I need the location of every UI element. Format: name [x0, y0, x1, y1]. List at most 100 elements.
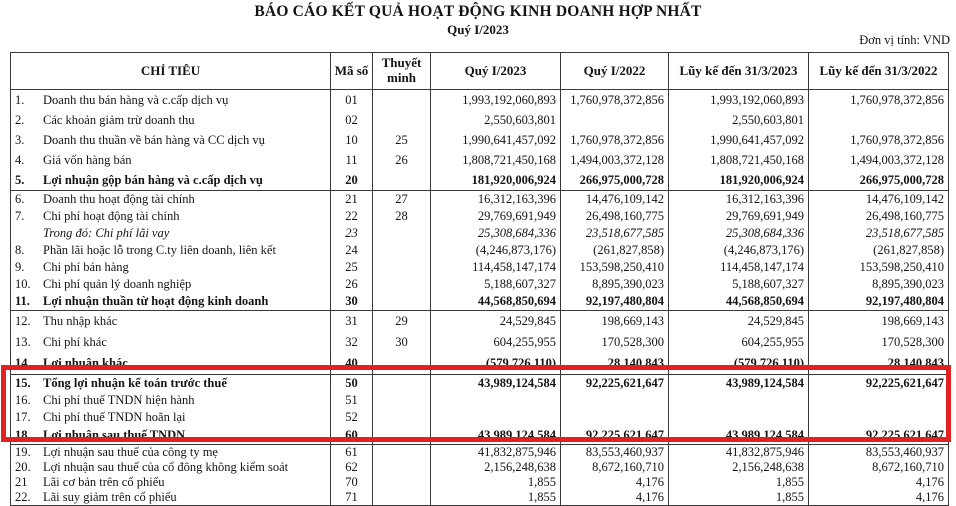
- row-label: Lợi nhuận sau thuế của cổ đông không kiể…: [43, 460, 289, 474]
- unit-note: Đơn vị tính: VND: [859, 33, 950, 47]
- row-label: Lãi cơ bản trên cổ phiếu: [43, 475, 165, 489]
- cell-note: [372, 460, 431, 475]
- cell-ytd-2022: 1,760,978,372,856: [808, 89, 949, 110]
- cell-label: 16. Chi phí thuế TNDN hiện hành: [10, 392, 331, 409]
- cell-q1-2022: 8,895,390,023: [560, 276, 669, 293]
- table-row: 15. Tổng lợi nhuận kế toán trước thuế 50 43…: [10, 374, 949, 392]
- row-label: Lợi nhuận thuần từ hoạt động kinh doanh: [43, 294, 269, 308]
- report-period: Quý I/2023: [447, 22, 509, 37]
- cell-q1-2023: 181,920,006,924: [430, 170, 561, 191]
- cell-label: 18. Lợi nhuận sau thuế TNDN: [10, 426, 331, 445]
- cell-ytd-2022: [808, 409, 949, 426]
- cell-note: 30: [372, 332, 431, 353]
- cell-ytd-2022: 153,598,250,410: [808, 259, 949, 276]
- cell-label: 10. Chi phí quản lý doanh nghiệp: [10, 276, 331, 293]
- table-row: 18. Lợi nhuận sau thuế TNDN 60 43,989,124,5…: [10, 426, 949, 445]
- cell-note: [372, 89, 431, 110]
- cell-code: 40: [330, 353, 373, 375]
- cell-note: [372, 110, 431, 130]
- cell-q1-2023: 24,529,845: [430, 310, 561, 332]
- table-row: 2. Các khoản giảm trừ doanh thu 02 2,550,60…: [10, 110, 949, 130]
- cell-code: 71: [330, 490, 373, 506]
- cell-q1-2022: 92,197,480,804: [560, 293, 669, 311]
- header-row: CHỈ TIÊU Mã số Thuyết minh Quý I/2023 Qu…: [10, 52, 949, 90]
- cell-q1-2022: 153,598,250,410: [560, 259, 669, 276]
- table-row: 20. Lợi nhuận sau thuế của cổ đông không …: [10, 460, 949, 475]
- row-label: Lợi nhuận sau thuế TNDN: [43, 427, 186, 442]
- cell-note: 29: [372, 310, 431, 332]
- cell-code: 30: [330, 293, 373, 311]
- cell-ytd-2023: 1,855: [668, 490, 809, 506]
- row-group-4: 15. Tổng lợi nhuận kế toán trước thuế 50 43…: [10, 374, 949, 445]
- cell-note: [372, 293, 431, 311]
- row-number: 1.: [15, 92, 25, 107]
- table-row: 3. Doanh thu thuần về bán hàng và CC dịch…: [10, 130, 949, 150]
- cell-ytd-2022: 4,176: [808, 490, 949, 506]
- table-row: 6. Doanh thu hoạt động tài chính 21 27 16,31…: [10, 190, 949, 208]
- cell-q1-2023: 604,255,955: [430, 332, 561, 353]
- cell-code: 70: [330, 475, 373, 490]
- table-row: 4. Giá vốn hàng bán 11 26 1,808,721,450,168 1…: [10, 150, 949, 170]
- cell-q1-2023: 43,989,124,584: [430, 374, 561, 392]
- cell-ytd-2023: 1,993,192,060,893: [668, 89, 809, 110]
- cell-ytd-2022: 83,553,460,937: [808, 444, 949, 460]
- table-row: 5. Lợi nhuận gộp bán hàng và c.cấp dịch v…: [10, 170, 949, 191]
- row-group-1: 1. Doanh thu bán hàng và c.cấp dịch vụ 01 1…: [10, 89, 949, 191]
- cell-q1-2023: 114,458,147,174: [430, 259, 561, 276]
- cell-q1-2022: 1,494,003,372,128: [560, 150, 669, 170]
- cell-q1-2023: 25,308,684,336: [430, 225, 561, 242]
- report-title: BÁO CÁO KẾT QUẢ HOẠT ĐỘNG KINH DOANH HỢP…: [254, 3, 702, 20]
- cell-ytd-2023: [668, 409, 809, 426]
- cell-ytd-2022: (261,827,858): [808, 242, 949, 259]
- cell-ytd-2023: 1,808,721,450,168: [668, 150, 809, 170]
- cell-code: 32: [330, 332, 373, 353]
- row-group-3: 12. Thu nhập khác 31 29 24,529,845 198,669,14…: [10, 310, 949, 375]
- cell-label: 21 Lãi cơ bản trên cổ phiếu: [10, 475, 331, 490]
- row-number: 22.: [15, 490, 31, 504]
- row-number: 18.: [15, 427, 31, 442]
- cell-q1-2023: 5,188,607,327: [430, 276, 561, 293]
- row-label: Chi phí hoạt động tài chính: [43, 209, 180, 223]
- cell-code: 51: [330, 392, 373, 409]
- cell-ytd-2023: 1,855: [668, 475, 809, 490]
- row-label: Lợi nhuận gộp bán hàng và c.cấp dịch vụ: [43, 172, 263, 187]
- cell-q1-2023: 1,855: [430, 475, 561, 490]
- cell-label: 4. Giá vốn hàng bán: [10, 150, 331, 170]
- cell-ytd-2022: 23,518,677,585: [808, 225, 949, 242]
- row-number: 3.: [15, 132, 25, 147]
- cell-note: [372, 259, 431, 276]
- row-number: 4.: [15, 152, 25, 167]
- cell-label: 8. Phần lãi hoặc lỗ trong C.ty liên doanh…: [10, 242, 331, 259]
- cell-ytd-2022: 26,498,160,775: [808, 208, 949, 225]
- cell-label: 1. Doanh thu bán hàng và c.cấp dịch vụ: [10, 89, 331, 110]
- row-number: 21: [15, 475, 28, 489]
- cell-code: 20: [330, 170, 373, 191]
- row-number: 16.: [15, 393, 31, 407]
- cell-code: 25: [330, 259, 373, 276]
- row-group-2: 6. Doanh thu hoạt động tài chính 21 27 16,31…: [10, 190, 949, 311]
- cell-ytd-2023: 2,550,603,801: [668, 110, 809, 130]
- cell-q1-2022: 198,669,143: [560, 310, 669, 332]
- cell-q1-2022: 14,476,109,142: [560, 190, 669, 208]
- row-label: Phần lãi hoặc lỗ trong C.ty liên doanh, …: [43, 243, 276, 257]
- row-label: Lợi nhuận sau thuế của công ty mẹ: [43, 445, 218, 459]
- row-label: Các khoản giảm trừ doanh thu: [43, 112, 195, 127]
- cell-q1-2022: 92,225,621,647: [560, 426, 669, 445]
- row-number: 14.: [15, 356, 31, 370]
- cell-ytd-2022: 266,975,000,728: [808, 170, 949, 191]
- row-number: 2.: [15, 112, 25, 127]
- cell-label: 9. Chi phí bán hàng: [10, 259, 331, 276]
- cell-q1-2023: 1,808,721,450,168: [430, 150, 561, 170]
- cell-code: 11: [330, 150, 373, 170]
- cell-ytd-2023: 43,989,124,584: [668, 374, 809, 392]
- table-row: 9. Chi phí bán hàng 25 114,458,147,174 153,5…: [10, 259, 949, 276]
- cell-ytd-2023: (579,726,110): [668, 353, 809, 375]
- cell-ytd-2023: 44,568,850,694: [668, 293, 809, 311]
- cell-ytd-2022: 14,476,109,142: [808, 190, 949, 208]
- row-number: 8.: [15, 243, 25, 257]
- cell-ytd-2022: 92,225,621,647: [808, 426, 949, 445]
- cell-code: 21: [330, 190, 373, 208]
- cell-code: 02: [330, 110, 373, 130]
- row-number: 7.: [15, 209, 25, 223]
